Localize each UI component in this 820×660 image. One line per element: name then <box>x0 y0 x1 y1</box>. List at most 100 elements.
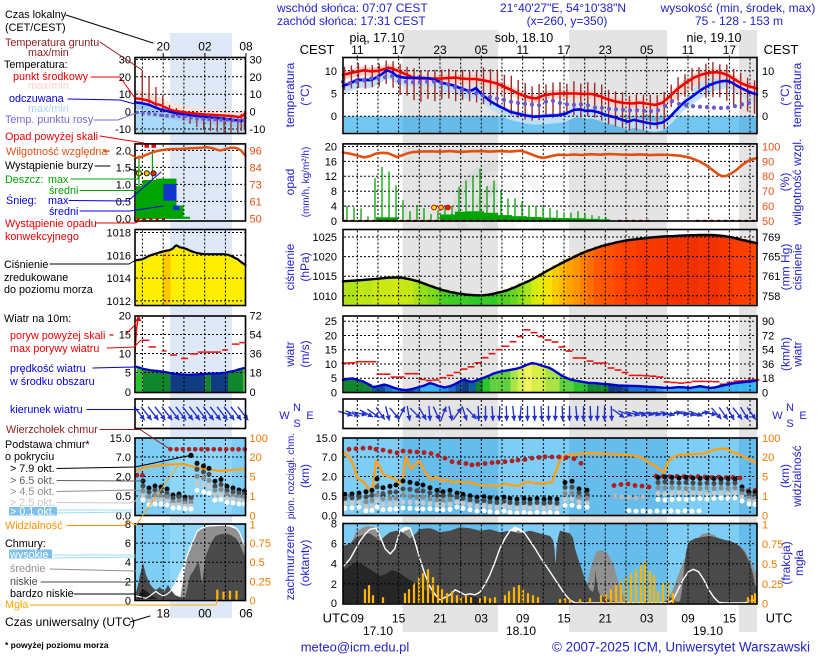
svg-text:4: 4 <box>125 557 131 569</box>
svg-text:Opad powyżej skali: Opad powyżej skali <box>5 131 98 143</box>
svg-text:(km): (km) <box>778 464 792 488</box>
svg-text:09: 09 <box>351 612 365 626</box>
svg-text:max porywy wiatru: max porywy wiatru <box>10 343 99 355</box>
svg-text:0: 0 <box>125 107 131 119</box>
svg-text:pią, 17.10: pią, 17.10 <box>350 31 405 45</box>
svg-text:zachmurzenie: zachmurzenie <box>283 525 297 600</box>
svg-text:15.0: 15.0 <box>316 433 337 445</box>
svg-text:> 6.5 okt.: > 6.5 okt. <box>10 475 55 487</box>
svg-text:100: 100 <box>250 433 268 445</box>
svg-text:09: 09 <box>681 612 695 626</box>
svg-text:0.0: 0.0 <box>322 511 337 523</box>
svg-text:wysokość (min, środek, max): wysokość (min, środek, max) <box>660 1 816 15</box>
svg-text:30: 30 <box>119 54 131 66</box>
svg-text:o pokryciu: o pokryciu <box>5 451 54 463</box>
svg-text:10: 10 <box>119 89 131 101</box>
svg-text:23: 23 <box>433 43 447 57</box>
svg-text:20: 20 <box>325 142 337 154</box>
svg-text:> 4.5 okt.: > 4.5 okt. <box>10 486 55 498</box>
svg-text:15: 15 <box>557 612 571 626</box>
svg-text:15: 15 <box>392 612 406 626</box>
svg-text:5: 5 <box>331 89 337 101</box>
svg-text:90: 90 <box>762 316 774 328</box>
svg-text:0.75: 0.75 <box>250 538 271 550</box>
svg-text:2.0: 2.0 <box>116 145 131 157</box>
svg-text:0: 0 <box>250 511 256 523</box>
svg-text:(CET/CEST): (CET/CEST) <box>5 22 66 34</box>
svg-text:0: 0 <box>250 596 256 608</box>
svg-text:Mgła: Mgła <box>5 599 28 611</box>
svg-text:UTC: UTC <box>766 611 793 626</box>
svg-text:0: 0 <box>331 216 337 228</box>
svg-text:1: 1 <box>762 520 768 532</box>
svg-text:punkt środkowy: punkt środkowy <box>13 71 89 83</box>
svg-text:84: 84 <box>250 162 262 174</box>
svg-text:17: 17 <box>392 43 406 57</box>
svg-text:20: 20 <box>762 452 774 464</box>
svg-text:15: 15 <box>325 345 337 357</box>
svg-text:10: 10 <box>325 359 337 371</box>
svg-text:5: 5 <box>331 373 337 385</box>
svg-text:80: 80 <box>762 171 774 183</box>
svg-text:0: 0 <box>125 596 131 608</box>
svg-text:60: 60 <box>762 201 774 213</box>
svg-text:0: 0 <box>762 111 768 123</box>
svg-text:25: 25 <box>325 316 337 328</box>
svg-text:0: 0 <box>762 599 768 611</box>
svg-text:10: 10 <box>762 66 774 78</box>
svg-text:* powyżej poziomu morza: * powyżej poziomu morza <box>5 640 109 650</box>
svg-text:5: 5 <box>762 472 768 484</box>
svg-text:Chmury:: Chmury: <box>5 538 46 550</box>
svg-text:03: 03 <box>640 612 654 626</box>
svg-text:(frakcja): (frakcja) <box>779 541 793 584</box>
svg-text:2.0: 2.0 <box>322 472 337 484</box>
svg-text:1018: 1018 <box>107 228 131 240</box>
svg-text:11: 11 <box>516 43 529 57</box>
svg-text:36: 36 <box>762 359 774 371</box>
svg-text:(hPa): (hPa) <box>298 252 312 281</box>
svg-text:średni: średni <box>49 185 78 197</box>
svg-text:0: 0 <box>331 388 337 400</box>
svg-text:54: 54 <box>250 330 262 342</box>
svg-text:15: 15 <box>723 612 737 626</box>
svg-text:17: 17 <box>557 43 571 57</box>
svg-text:Temperatura gruntu: Temperatura gruntu <box>5 37 99 49</box>
svg-text:Śnieg:: Śnieg: <box>6 194 37 207</box>
svg-text:1: 1 <box>250 520 256 532</box>
svg-text:1025: 1025 <box>313 232 337 244</box>
svg-text:max/min: max/min <box>28 103 69 115</box>
svg-text:05: 05 <box>640 43 654 57</box>
svg-text:wiatr: wiatr <box>283 341 297 367</box>
svg-text:CEST: CEST <box>764 42 799 57</box>
svg-text:temperatura: temperatura <box>790 62 804 127</box>
svg-text:72: 72 <box>762 331 774 343</box>
svg-text:2.0: 2.0 <box>116 472 131 484</box>
svg-text:17.10: 17.10 <box>363 624 393 638</box>
svg-text:8: 8 <box>331 519 337 531</box>
svg-text:bardzo niskie: bardzo niskie <box>10 588 74 600</box>
svg-text:Wilgotność względna: Wilgotność względna <box>6 146 107 158</box>
svg-text:1.0: 1.0 <box>116 179 131 191</box>
svg-text:18: 18 <box>762 373 774 385</box>
svg-text:© 2007-2025 ICM, Uniwersytet W: © 2007-2025 ICM, Uniwersytet Warszawski <box>552 640 810 655</box>
svg-text:21°40'27"E, 54°10'38"N: 21°40'27"E, 54°10'38"N <box>500 1 626 15</box>
svg-text:odczuwana: odczuwana <box>9 93 64 105</box>
svg-text:21: 21 <box>433 612 447 626</box>
svg-text:poryw powyżej skali: poryw powyżej skali <box>10 330 105 342</box>
svg-text:(%): (%) <box>778 173 792 192</box>
svg-text:0: 0 <box>331 111 337 123</box>
svg-text:96: 96 <box>250 145 262 157</box>
svg-text:średni: średni <box>49 206 78 218</box>
svg-text:90: 90 <box>762 156 774 168</box>
svg-text:50: 50 <box>762 216 774 228</box>
svg-text:(oktanty): (oktanty) <box>298 540 312 587</box>
svg-text:20: 20 <box>325 331 337 343</box>
svg-text:2: 2 <box>331 579 337 591</box>
svg-text:50: 50 <box>250 213 262 225</box>
svg-text:N: N <box>786 402 794 414</box>
svg-text:5: 5 <box>250 472 256 484</box>
svg-text:100: 100 <box>762 433 780 445</box>
svg-text:max/min: max/min <box>28 80 69 92</box>
svg-text:prędkość wiatru: prędkość wiatru <box>10 363 86 375</box>
svg-text:Czas lokalny: Czas lokalny <box>5 9 67 21</box>
